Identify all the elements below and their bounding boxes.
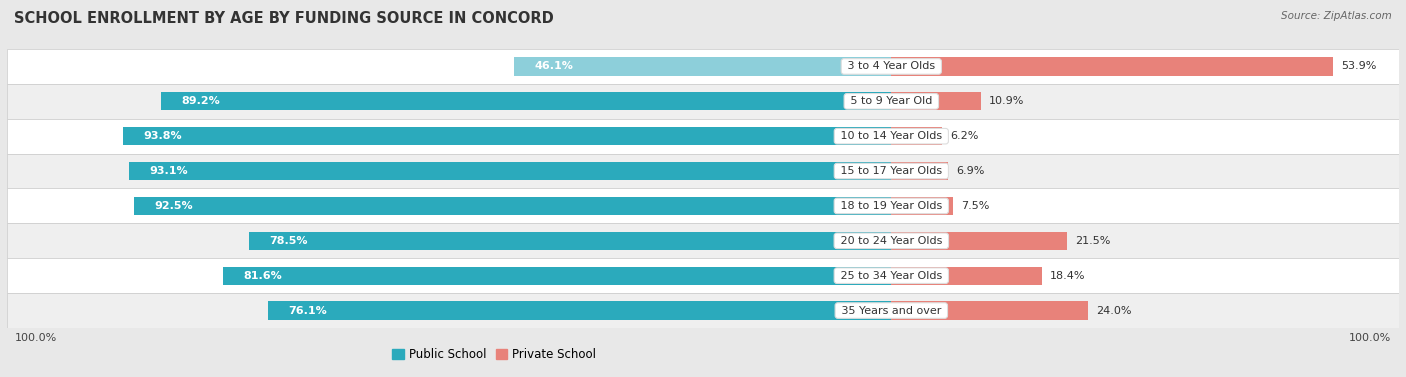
Bar <box>513 57 891 75</box>
Bar <box>891 197 953 215</box>
Text: 6.2%: 6.2% <box>950 131 979 141</box>
Text: 92.5%: 92.5% <box>155 201 193 211</box>
Text: 10.9%: 10.9% <box>988 96 1024 106</box>
Bar <box>891 267 1042 285</box>
Bar <box>269 302 891 320</box>
Text: 21.5%: 21.5% <box>1076 236 1111 246</box>
Bar <box>891 162 948 180</box>
Bar <box>129 162 891 180</box>
Legend: Public School, Private School: Public School, Private School <box>392 348 596 361</box>
Text: 35 Years and over: 35 Years and over <box>838 305 945 316</box>
Text: 81.6%: 81.6% <box>243 271 283 281</box>
Text: 76.1%: 76.1% <box>288 305 328 316</box>
FancyBboxPatch shape <box>7 258 1399 293</box>
Bar <box>160 92 891 110</box>
Text: 89.2%: 89.2% <box>181 96 221 106</box>
Text: 18 to 19 Year Olds: 18 to 19 Year Olds <box>837 201 946 211</box>
FancyBboxPatch shape <box>7 119 1399 154</box>
Text: 24.0%: 24.0% <box>1097 305 1132 316</box>
Text: SCHOOL ENROLLMENT BY AGE BY FUNDING SOURCE IN CONCORD: SCHOOL ENROLLMENT BY AGE BY FUNDING SOUR… <box>14 11 554 26</box>
Text: 7.5%: 7.5% <box>960 201 990 211</box>
FancyBboxPatch shape <box>7 49 1399 84</box>
FancyBboxPatch shape <box>7 188 1399 223</box>
Text: 20 to 24 Year Olds: 20 to 24 Year Olds <box>837 236 946 246</box>
Bar <box>891 232 1067 250</box>
Text: 93.8%: 93.8% <box>143 131 183 141</box>
Bar <box>891 302 1088 320</box>
Text: 5 to 9 Year Old: 5 to 9 Year Old <box>846 96 936 106</box>
Bar <box>224 267 891 285</box>
Text: 15 to 17 Year Olds: 15 to 17 Year Olds <box>837 166 946 176</box>
Text: 25 to 34 Year Olds: 25 to 34 Year Olds <box>837 271 946 281</box>
Text: 10 to 14 Year Olds: 10 to 14 Year Olds <box>837 131 946 141</box>
Text: 6.9%: 6.9% <box>956 166 984 176</box>
Text: 78.5%: 78.5% <box>269 236 308 246</box>
Text: 53.9%: 53.9% <box>1341 61 1376 72</box>
Text: 18.4%: 18.4% <box>1050 271 1085 281</box>
FancyBboxPatch shape <box>7 84 1399 119</box>
Text: 100.0%: 100.0% <box>15 333 58 343</box>
Text: 3 to 4 Year Olds: 3 to 4 Year Olds <box>844 61 939 72</box>
FancyBboxPatch shape <box>7 154 1399 188</box>
Text: 100.0%: 100.0% <box>1348 333 1391 343</box>
Bar <box>891 92 980 110</box>
Bar <box>891 127 942 145</box>
Text: 46.1%: 46.1% <box>534 61 574 72</box>
Text: Source: ZipAtlas.com: Source: ZipAtlas.com <box>1281 11 1392 21</box>
Text: 93.1%: 93.1% <box>149 166 188 176</box>
Bar <box>891 57 1333 75</box>
Bar <box>124 127 891 145</box>
FancyBboxPatch shape <box>7 223 1399 258</box>
Bar <box>249 232 891 250</box>
Bar <box>134 197 891 215</box>
FancyBboxPatch shape <box>7 293 1399 328</box>
